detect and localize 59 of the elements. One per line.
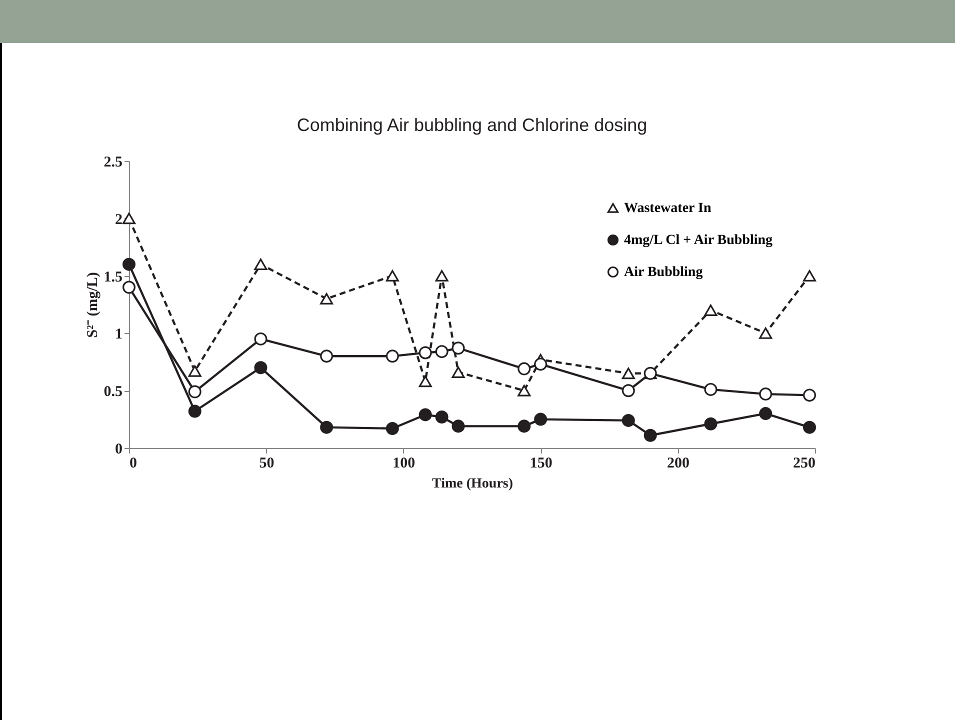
- point: [803, 270, 816, 282]
- x-tick-label: 50: [259, 456, 274, 472]
- point: [386, 270, 399, 282]
- point: [452, 420, 465, 433]
- point: [518, 384, 531, 396]
- y-tick-label: 1: [115, 326, 122, 343]
- point: [803, 388, 816, 402]
- point: [704, 417, 718, 430]
- point: [534, 358, 548, 371]
- x-tick-label: 100: [392, 456, 416, 472]
- legend-label: 4mg/L Cl + Air Bubbling: [624, 233, 773, 248]
- point: [418, 376, 432, 388]
- y-tick-label: 1.5: [104, 269, 122, 286]
- chart-title: Combining Air bubbling and Chlorine dosing: [296, 115, 648, 135]
- point: [435, 270, 448, 282]
- point: [254, 258, 268, 270]
- point: [320, 293, 334, 304]
- point: [759, 327, 772, 339]
- point: [759, 388, 772, 401]
- point: [122, 258, 136, 271]
- point: [622, 414, 635, 427]
- point: [622, 368, 635, 380]
- point: [452, 342, 465, 355]
- point: [704, 304, 718, 316]
- point: [188, 404, 202, 418]
- point: [452, 366, 465, 378]
- point: [803, 420, 816, 434]
- point: [518, 420, 531, 433]
- point: [622, 384, 635, 398]
- x-tick-label: 0: [130, 456, 137, 472]
- point: [320, 420, 334, 434]
- y-tick-label: 2: [115, 212, 122, 228]
- point: [759, 407, 772, 420]
- y-axis-title: S²⁻ (mg/L): [84, 272, 101, 338]
- point: [418, 408, 432, 422]
- point: [418, 346, 432, 360]
- x-axis-title: Time (Hours): [432, 476, 514, 492]
- point: [518, 362, 531, 376]
- legend-label: Air Bubbling: [624, 265, 703, 280]
- point: [386, 422, 399, 435]
- point: [704, 382, 718, 396]
- point: [188, 365, 202, 377]
- y-tick-label: 0.5: [104, 384, 122, 400]
- point: [188, 385, 202, 398]
- x-tick-label: 250: [793, 456, 816, 472]
- x-tick-label: 200: [667, 456, 690, 472]
- point: [254, 361, 268, 374]
- point: [320, 350, 334, 363]
- y-tick-label: 0: [115, 442, 122, 458]
- point: [435, 345, 448, 358]
- point: [534, 412, 548, 426]
- point: [254, 332, 268, 346]
- point: [644, 428, 657, 442]
- point: [435, 410, 448, 424]
- point: [122, 280, 136, 294]
- legend-label: Wastewater In: [624, 201, 712, 216]
- y-tick-label: 2.5: [104, 154, 122, 170]
- point: [386, 350, 399, 363]
- x-tick-label: 150: [530, 456, 552, 472]
